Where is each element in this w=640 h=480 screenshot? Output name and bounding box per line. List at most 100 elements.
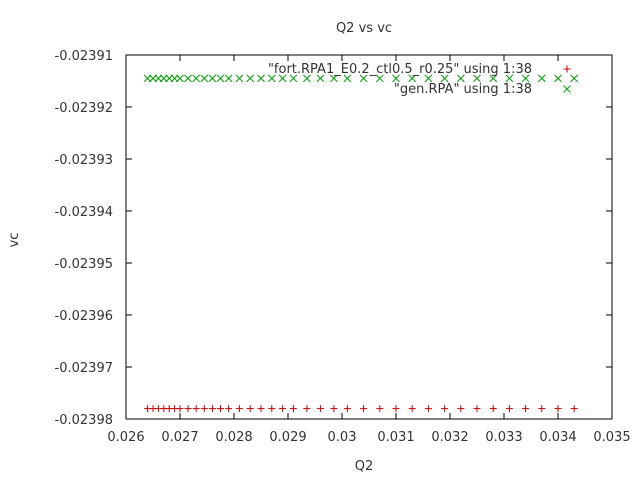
data-point — [278, 74, 287, 83]
data-point — [359, 74, 368, 83]
x-tick-label: 0.027 — [161, 430, 198, 445]
data-point — [154, 74, 163, 83]
y-tick-label: -0.02397 — [55, 361, 113, 376]
x-tick-label: 0.034 — [539, 430, 576, 445]
data-point — [505, 74, 514, 83]
x-tick-label: 0.026 — [107, 430, 144, 445]
data-point — [570, 405, 578, 413]
data-point — [303, 405, 311, 413]
data-point — [424, 74, 433, 83]
x-tick-label: 0.032 — [431, 430, 468, 445]
y-axis-label: vc — [7, 233, 22, 248]
data-point — [392, 405, 400, 413]
data-point — [473, 405, 481, 413]
data-point — [184, 74, 192, 83]
data-point — [149, 74, 157, 83]
legend-label-0: "fort.RPA1_E0.2_ctl0.5_r0.25" using 1:38 — [268, 62, 532, 77]
x-tick-label: 0.03 — [328, 430, 357, 445]
x-tick-label: 0.029 — [269, 430, 306, 445]
x-tick-label: 0.028 — [215, 430, 252, 445]
data-point — [489, 405, 497, 413]
y-tick-label: -0.02394 — [55, 205, 113, 220]
data-point — [170, 74, 179, 83]
data-point — [441, 405, 449, 413]
data-point — [208, 405, 216, 413]
data-point — [330, 74, 338, 83]
y-tick-label: -0.02396 — [55, 309, 113, 324]
series-1 — [143, 74, 579, 83]
data-point — [570, 74, 579, 83]
legend-symbol — [563, 85, 571, 93]
data-point — [279, 405, 287, 413]
data-point — [289, 405, 297, 413]
data-point — [192, 74, 201, 83]
data-point — [208, 74, 217, 83]
x-tick-label: 0.033 — [485, 430, 522, 445]
data-point — [224, 74, 233, 83]
data-point — [376, 405, 384, 413]
legend: "fort.RPA1_E0.2_ctl0.5_r0.25" using 1:38… — [268, 62, 571, 97]
legend-marker-fort — [563, 65, 571, 73]
data-point — [289, 74, 298, 83]
data-point — [330, 405, 338, 413]
data-point — [267, 74, 276, 83]
data-point — [424, 405, 432, 413]
data-point — [235, 74, 244, 83]
data-point — [316, 405, 324, 413]
data-point — [143, 74, 152, 83]
data-point — [176, 405, 184, 413]
data-point — [343, 74, 352, 83]
data-point — [440, 74, 449, 83]
data-point — [200, 405, 208, 413]
data-point — [522, 405, 530, 413]
data-point — [246, 405, 254, 413]
data-point — [554, 74, 562, 83]
data-point — [521, 74, 530, 83]
data-point — [408, 74, 417, 83]
data-point — [408, 405, 416, 413]
data-point — [505, 405, 513, 413]
data-point — [375, 74, 384, 83]
data-point — [360, 405, 368, 413]
data-point — [316, 74, 325, 83]
data-point — [257, 74, 265, 83]
data-point — [537, 74, 546, 83]
data-point — [554, 405, 562, 413]
data-point — [343, 405, 351, 413]
data-point — [457, 405, 465, 413]
data-point — [473, 74, 481, 83]
series-0 — [144, 405, 578, 413]
y-tick-label: -0.02398 — [55, 413, 113, 428]
legend-symbol — [563, 65, 571, 73]
data-point — [165, 74, 174, 83]
data-point — [538, 405, 546, 413]
data-point — [257, 405, 265, 413]
data-point — [200, 74, 209, 83]
y-tick-label: -0.02395 — [55, 257, 113, 272]
plot-frame — [125, 54, 613, 420]
x-axis: 0.026 0.027 0.028 0.029 0.03 0.031 0.032 0.033 0… — [107, 55, 631, 445]
x-axis-label: Q2 — [355, 459, 374, 474]
data-point — [176, 74, 184, 83]
y-tick-label: -0.02393 — [55, 153, 113, 168]
y-tick-label: -0.02391 — [55, 49, 113, 64]
data-point — [246, 74, 255, 83]
data-point — [217, 405, 224, 413]
data-point — [235, 405, 243, 413]
data-point — [225, 405, 233, 413]
data-point — [268, 405, 276, 413]
x-tick-label: 0.031 — [377, 430, 414, 445]
y-tick-label: -0.02392 — [55, 101, 113, 116]
data-point — [159, 74, 168, 83]
series-layer — [143, 74, 579, 413]
chart-title: Q2 vs vc — [336, 21, 392, 36]
legend-label-1: "gen.RPA" using 1:38 — [394, 82, 532, 97]
data-point — [303, 74, 311, 83]
x-tick-label: 0.035 — [593, 430, 630, 445]
legend-marker-gen — [563, 85, 571, 93]
data-point — [456, 74, 465, 83]
data-point — [192, 405, 200, 413]
data-point — [489, 74, 498, 83]
y-axis: -0.02391 -0.02392 -0.02393 -0.02394 -0.02395… — [55, 49, 612, 428]
